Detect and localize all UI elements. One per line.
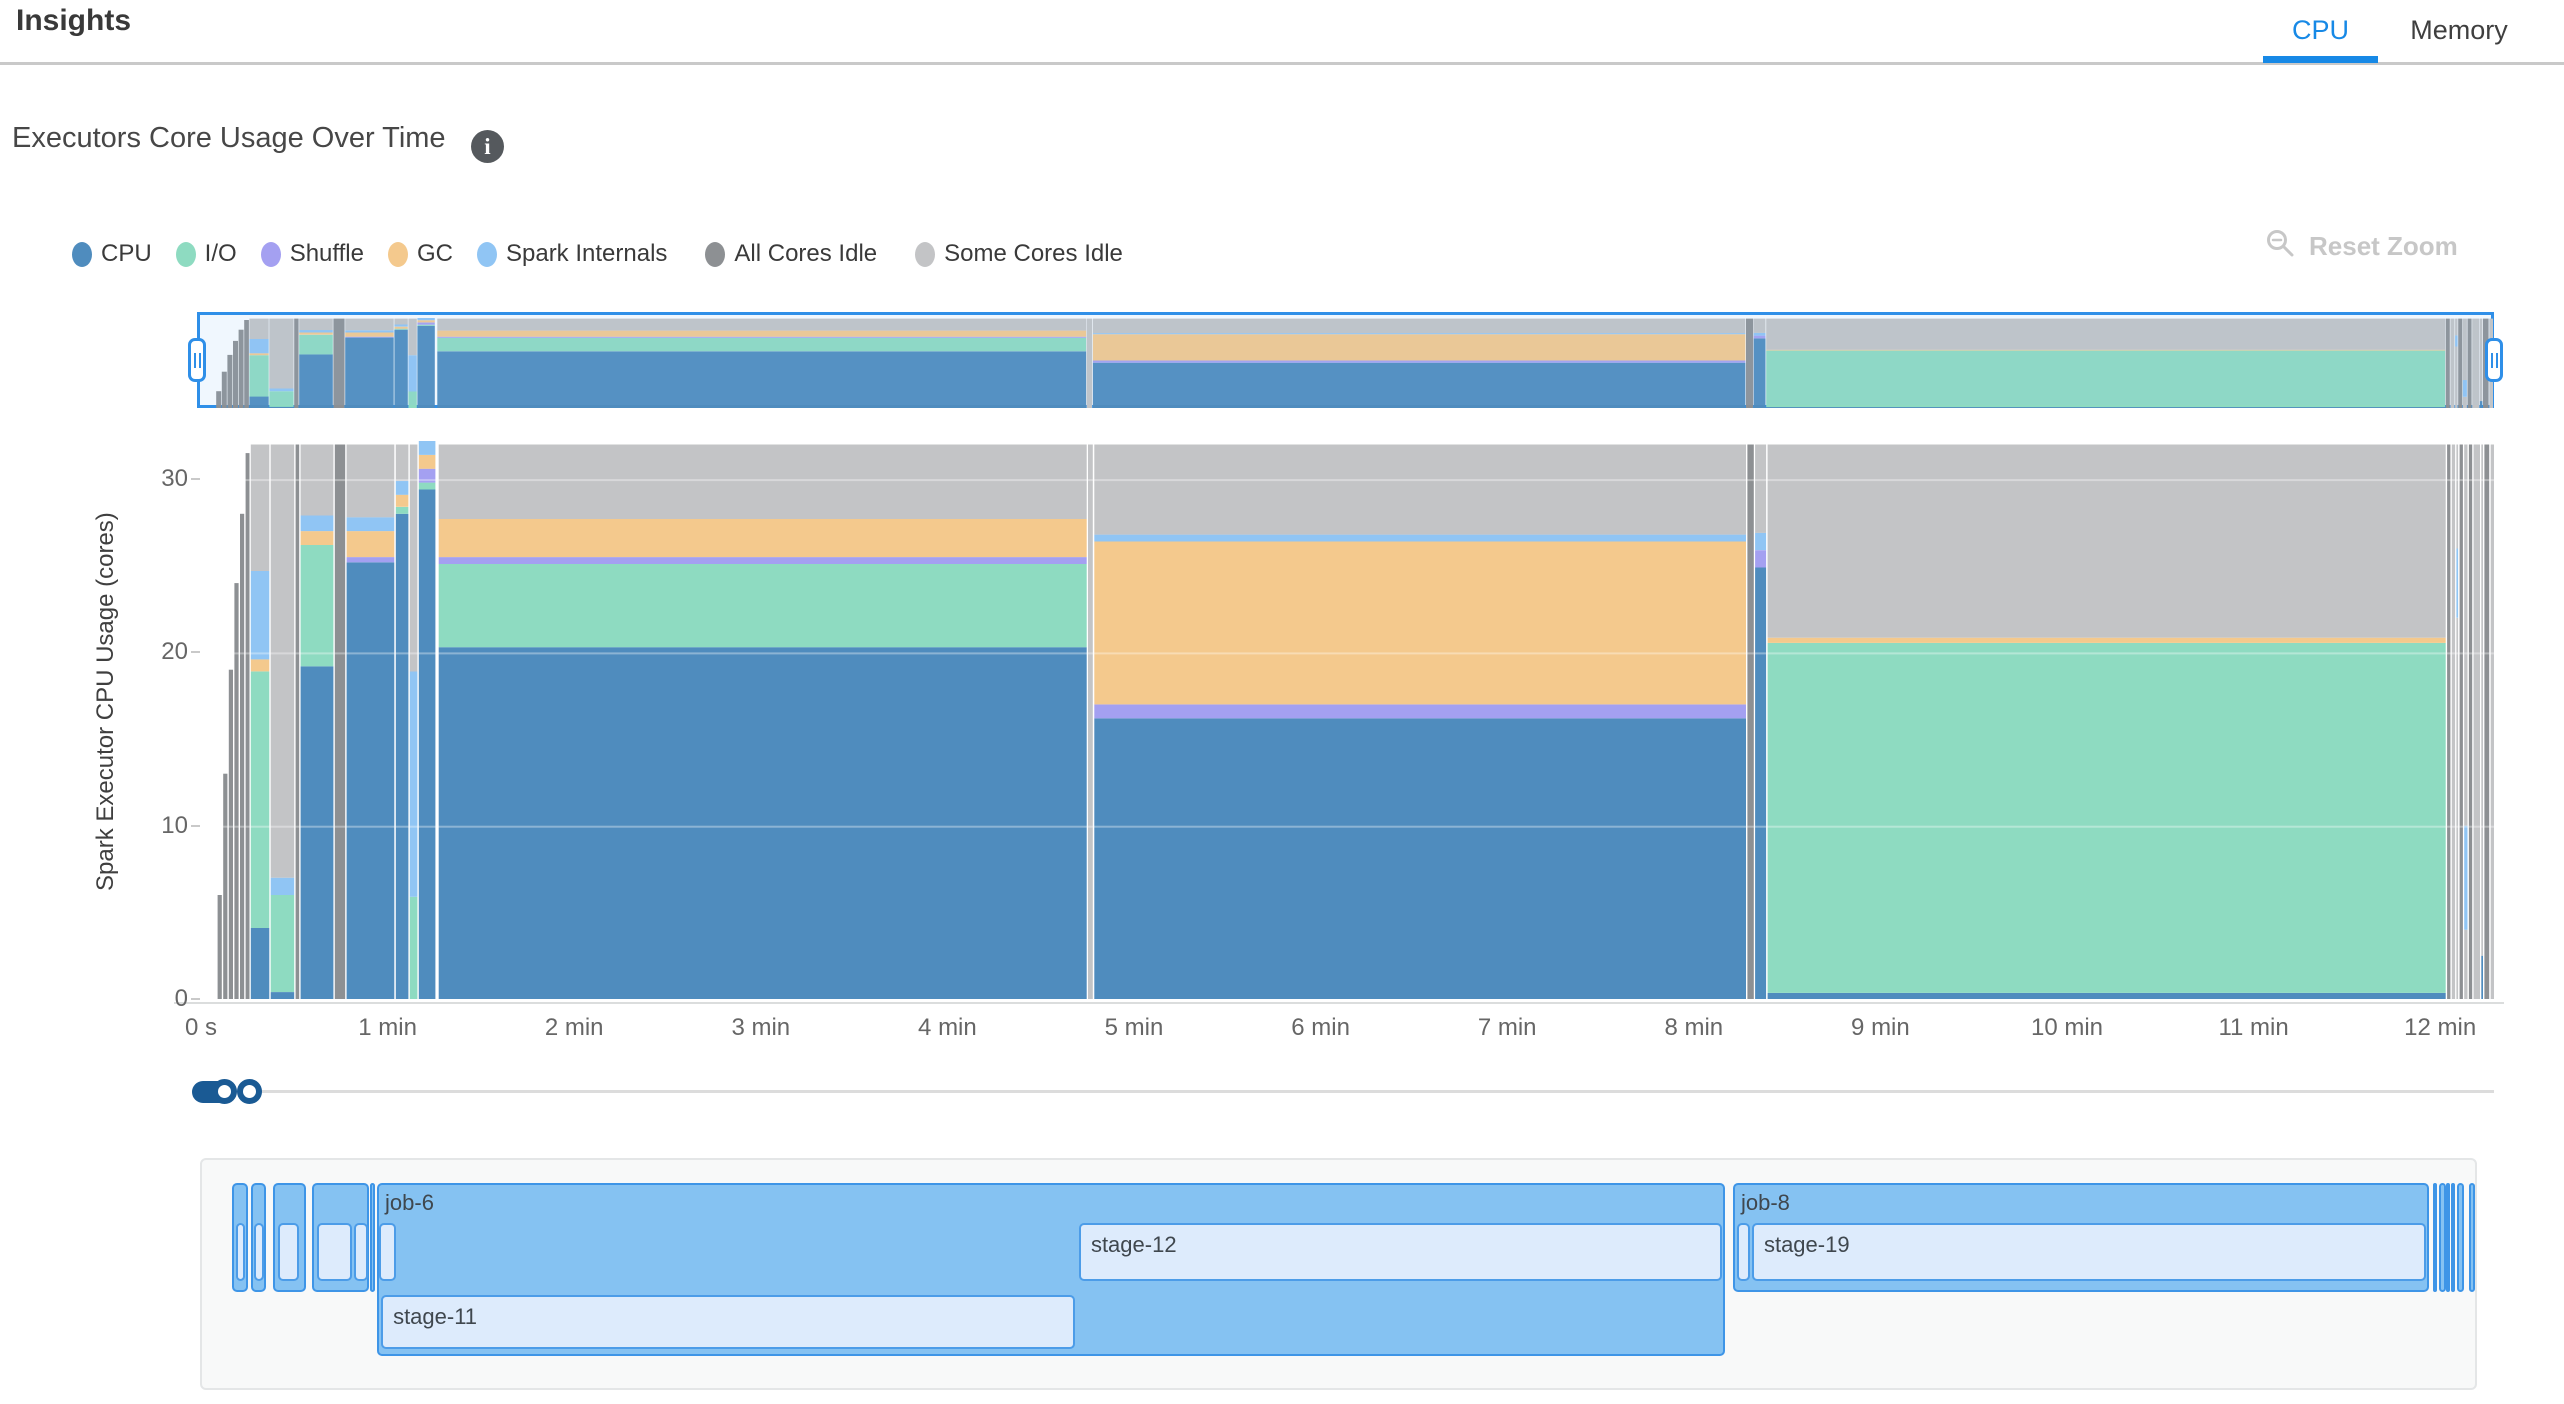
- x-tick-label: 5 min: [1104, 1014, 1164, 1041]
- gc-legend-dot-icon: [387, 241, 408, 267]
- job-bar[interactable]: [369, 1183, 375, 1292]
- x-tick-label: 2 min: [544, 1014, 604, 1041]
- time-slider-handle-left[interactable]: [212, 1079, 237, 1104]
- y-tick-mark: [191, 998, 200, 1000]
- x-tick-label: 10 min: [2030, 1014, 2104, 1041]
- tab-memory[interactable]: Memory: [2410, 14, 2508, 45]
- x-tick-label: 12 min: [2404, 1014, 2477, 1041]
- header-divider: [0, 62, 2564, 65]
- legend-item-gc[interactable]: GC: [387, 240, 453, 268]
- job-bar[interactable]: [2433, 1183, 2438, 1292]
- time-slider-track[interactable]: [192, 1090, 2494, 1093]
- stage-bar-stage-12[interactable]: [1078, 1223, 1722, 1281]
- io-legend-dot-icon: [175, 241, 196, 267]
- legend-label: Spark Internals: [505, 240, 668, 267]
- stage-bar[interactable]: [354, 1223, 368, 1281]
- idle_some-legend-dot-icon: [915, 241, 936, 267]
- job-bar[interactable]: [2446, 1183, 2451, 1292]
- stage-bar-stage-11[interactable]: [381, 1295, 1075, 1349]
- x-axis-line: [174, 1002, 2504, 1004]
- chart-legend: CPU I/O Shuffle GC Spark Internals All Cores …: [72, 240, 1147, 268]
- legend-label: GC: [416, 240, 453, 267]
- x-tick-label: 1 min: [358, 1014, 417, 1041]
- stage-bar[interactable]: [278, 1223, 299, 1281]
- main-chart[interactable]: [201, 441, 2496, 999]
- stage-bar[interactable]: [236, 1223, 245, 1281]
- legend-item-shuffle[interactable]: Shuffle: [260, 240, 364, 268]
- y-tick-label: 20: [161, 638, 188, 666]
- legend-item-idle_some[interactable]: Some Cores Idle: [915, 240, 1123, 268]
- y-tick-mark: [191, 651, 200, 654]
- minimap-chart: [216, 318, 2493, 408]
- stage-bar[interactable]: [1737, 1223, 1751, 1281]
- zoom-out-icon: [2265, 228, 2295, 265]
- job-bar[interactable]: [2456, 1183, 2465, 1292]
- legend-item-spark[interactable]: Spark Internals: [476, 240, 668, 268]
- job-bar[interactable]: [2438, 1183, 2447, 1292]
- y-tick-mark: [191, 478, 200, 481]
- y-tick-label: 10: [161, 811, 188, 839]
- legend-label: I/O: [204, 240, 237, 267]
- reset-zoom-label: Reset Zoom: [2309, 231, 2458, 261]
- tab-cpu[interactable]: CPU: [2291, 14, 2349, 45]
- x-tick-label: 7 min: [1477, 1014, 1537, 1041]
- x-tick-label: 4 min: [918, 1014, 977, 1041]
- job-bar[interactable]: [2469, 1183, 2476, 1292]
- y-tick-label: 30: [161, 465, 188, 493]
- brush-handle-right[interactable]: [2485, 338, 2503, 382]
- x-tick-label: 8 min: [1664, 1014, 1724, 1041]
- spark-legend-dot-icon: [476, 241, 497, 267]
- page-title: Insights: [16, 4, 132, 37]
- stage-bar[interactable]: [378, 1223, 396, 1281]
- shuffle-legend-dot-icon: [260, 241, 281, 267]
- legend-item-idle_all[interactable]: All Cores Idle: [705, 240, 877, 268]
- legend-label: CPU: [101, 240, 152, 267]
- minimap-brush[interactable]: [197, 312, 2494, 408]
- legend-label: Some Cores Idle: [944, 240, 1123, 267]
- info-icon[interactable]: i: [471, 130, 504, 163]
- y-axis-title: Spark Executor CPU Usage (cores): [92, 512, 119, 891]
- stage-bar[interactable]: [317, 1223, 353, 1281]
- job-bar[interactable]: [2451, 1183, 2456, 1292]
- y-tick-mark: [191, 824, 200, 827]
- x-tick-label: 3 min: [731, 1014, 791, 1041]
- legend-item-io[interactable]: I/O: [175, 240, 237, 268]
- chart-title: Executors Core Usage Over Time: [12, 122, 446, 154]
- brush-selection: [200, 315, 2491, 405]
- x-tick-label: 6 min: [1291, 1014, 1350, 1041]
- x-tick-label: 9 min: [1851, 1014, 1910, 1041]
- x-tick-label: 0 s: [184, 1014, 217, 1041]
- brush-handle-left[interactable]: [188, 338, 206, 382]
- legend-label: All Cores Idle: [734, 240, 878, 267]
- time-slider-handle-right[interactable]: [237, 1079, 262, 1104]
- y-tick-label: 0: [174, 985, 188, 1012]
- idle_all-legend-dot-icon: [705, 241, 726, 267]
- x-tick-label: 11 min: [2218, 1014, 2289, 1041]
- stage-bar-stage-19[interactable]: [1751, 1223, 2426, 1281]
- cpu-legend-dot-icon: [72, 241, 92, 267]
- active-tab-indicator: [2263, 56, 2378, 63]
- stage-bar[interactable]: [253, 1223, 265, 1281]
- reset-zoom-button[interactable]: Reset Zoom: [2265, 228, 2458, 265]
- legend-item-cpu[interactable]: CPU: [72, 240, 152, 268]
- legend-label: Shuffle: [289, 240, 364, 267]
